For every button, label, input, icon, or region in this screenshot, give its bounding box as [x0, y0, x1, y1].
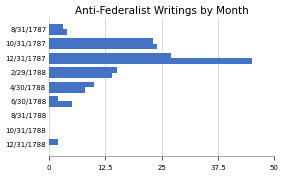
Bar: [49, 67, 116, 73]
Bar: [49, 24, 62, 30]
Bar: [49, 139, 58, 145]
Bar: [49, 53, 171, 58]
Bar: [49, 96, 58, 101]
Bar: [49, 44, 157, 49]
Bar: [49, 73, 112, 78]
Bar: [49, 101, 72, 107]
Bar: [49, 87, 85, 93]
Bar: [49, 58, 252, 64]
Title: Anti-Federalist Writings by Month: Anti-Federalist Writings by Month: [75, 5, 248, 16]
Bar: [49, 30, 67, 35]
Bar: [49, 82, 94, 87]
Bar: [49, 38, 153, 44]
